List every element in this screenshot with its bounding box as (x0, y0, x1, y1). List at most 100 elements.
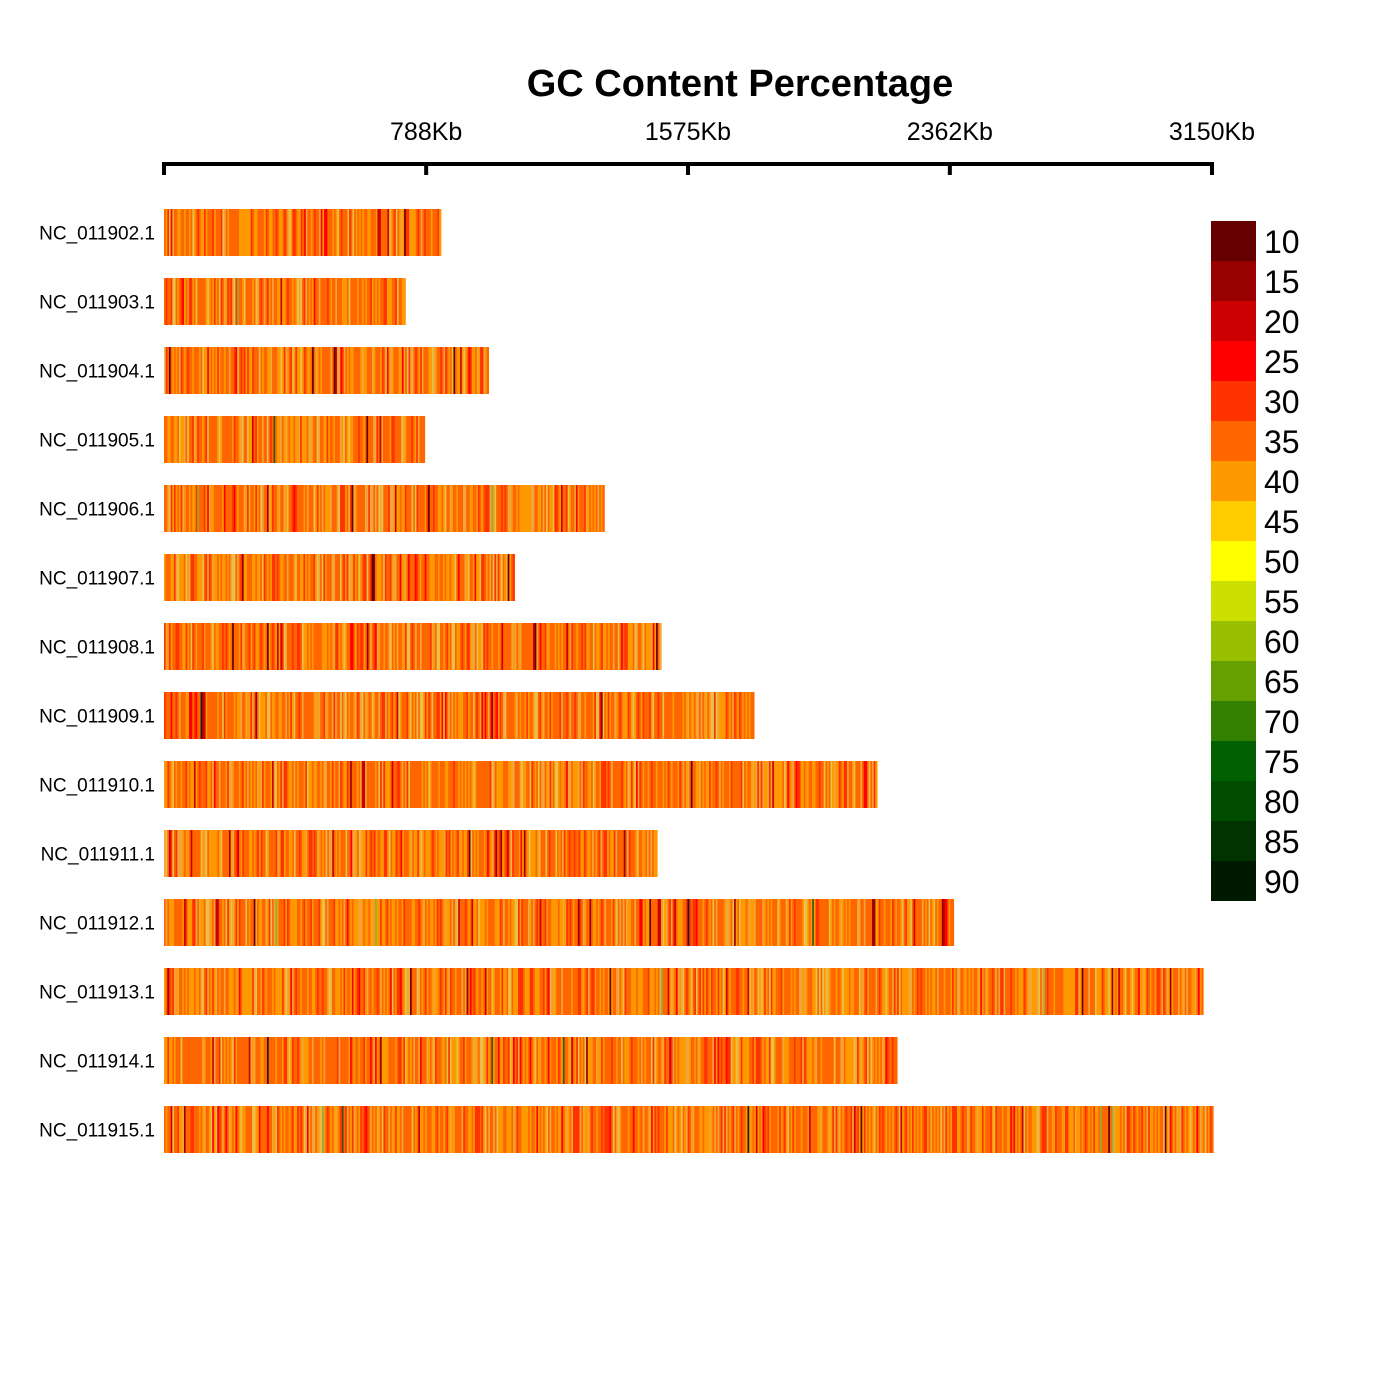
gc-window (383, 899, 386, 946)
gc-window (222, 1106, 225, 1153)
gc-window (311, 1106, 315, 1153)
gc-window (565, 830, 568, 877)
gc-window (803, 761, 807, 808)
gc-window (709, 968, 712, 1015)
gc-window (401, 1037, 404, 1084)
gc-window (393, 968, 396, 1015)
gc-window (192, 692, 195, 739)
gc-window (1156, 1106, 1159, 1153)
gc-window (1151, 1106, 1154, 1153)
gc-window (654, 1037, 657, 1084)
gc-window (1083, 968, 1086, 1015)
gc-window (898, 1106, 902, 1153)
gc-window (212, 830, 215, 877)
gc-window (489, 692, 492, 739)
gc-window (300, 761, 303, 808)
gc-window (388, 554, 391, 601)
gc-window (197, 623, 200, 670)
gc-window (243, 968, 247, 1015)
gc-window (397, 830, 400, 877)
gc-window (477, 554, 481, 601)
gc-window (350, 1106, 353, 1153)
gc-window (713, 692, 717, 739)
gc-window (912, 1106, 915, 1153)
gc-window (604, 1037, 607, 1084)
gc-window (471, 347, 475, 394)
gc-window (720, 1106, 724, 1153)
gc-window (562, 485, 565, 532)
gc-window (398, 623, 401, 670)
gc-window (506, 761, 509, 808)
gc-window (363, 278, 366, 325)
gc-window (885, 1037, 888, 1084)
gc-window (288, 1037, 291, 1084)
gc-window (504, 623, 508, 670)
gc-window (429, 209, 432, 256)
gc-window (555, 485, 559, 532)
gc-window (287, 278, 290, 325)
gc-window (1065, 1106, 1068, 1153)
gc-window (338, 899, 341, 946)
gc-window (547, 761, 551, 808)
gc-window (942, 1106, 945, 1153)
gc-window (282, 623, 285, 670)
gc-window (1000, 968, 1003, 1015)
gc-window (707, 1106, 710, 1153)
gc-window (286, 899, 290, 946)
gc-window (253, 416, 256, 463)
gc-window (434, 1037, 438, 1084)
gc-window (222, 830, 225, 877)
gc-window (383, 623, 386, 670)
gc-window (353, 899, 356, 946)
gc-window (339, 209, 342, 256)
gc-window (522, 692, 526, 739)
gc-window (685, 692, 689, 739)
gc-window (627, 1037, 630, 1084)
gc-window (180, 692, 183, 739)
gc-window (305, 347, 308, 394)
gc-window (348, 278, 351, 325)
gc-window (255, 623, 258, 670)
gc-window (169, 209, 172, 256)
gc-window (743, 692, 747, 739)
gc-window (541, 761, 544, 808)
gc-window (332, 830, 335, 877)
gc-window (341, 485, 344, 532)
gc-window (175, 899, 178, 946)
gc-window (522, 1037, 526, 1084)
gc-window (832, 1037, 835, 1084)
gc-window (501, 554, 504, 601)
gc-window (315, 1106, 318, 1153)
gc-window (468, 1106, 471, 1153)
gc-window (313, 1106, 316, 1153)
gc-window (661, 968, 664, 1015)
gc-window (647, 692, 650, 739)
gc-window (842, 968, 845, 1015)
gc-window (175, 485, 178, 532)
gc-window (321, 761, 325, 808)
gc-window (948, 899, 951, 946)
gc-window (272, 1106, 275, 1153)
gc-window (240, 347, 243, 394)
gc-window (233, 347, 237, 394)
gc-window (230, 623, 233, 670)
gc-window (437, 209, 440, 256)
gc-window (657, 1037, 660, 1084)
gc-window (765, 968, 769, 1015)
gc-window (218, 899, 222, 946)
gc-window (390, 968, 393, 1015)
gc-window (318, 623, 321, 670)
gc-window (295, 1106, 298, 1153)
gc-window (1168, 1106, 1171, 1153)
gc-window (664, 1106, 667, 1153)
gc-window (466, 1037, 469, 1084)
gc-window (1071, 968, 1074, 1015)
gc-window (1033, 968, 1036, 1015)
gc-window (185, 485, 188, 532)
gc-window (526, 1037, 529, 1084)
gc-window (453, 968, 456, 1015)
gc-window (353, 416, 356, 463)
gc-window (940, 968, 943, 1015)
gc-window (639, 968, 642, 1015)
gc-window (667, 1037, 670, 1084)
